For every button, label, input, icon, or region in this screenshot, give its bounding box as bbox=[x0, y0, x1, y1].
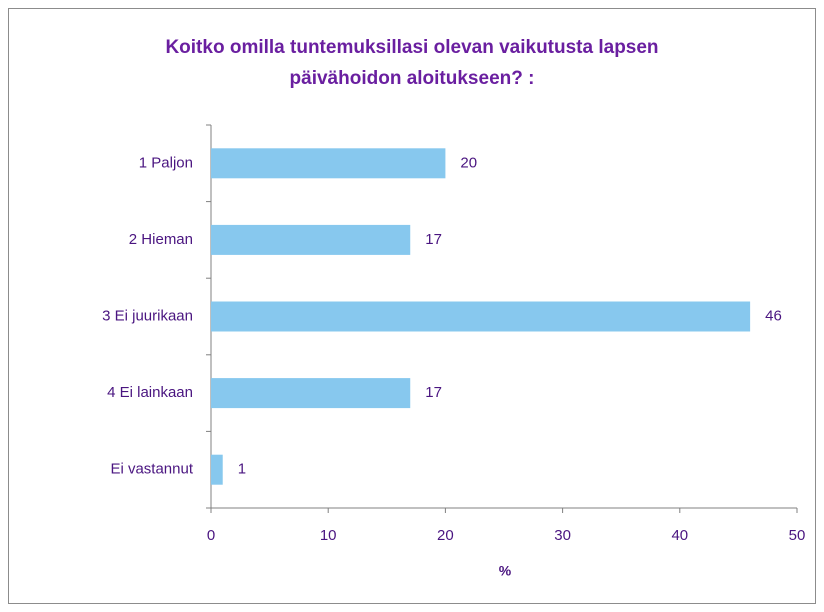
x-tick-label: 30 bbox=[554, 527, 571, 544]
y-tick-label: 3 Ei juurikaan bbox=[102, 307, 193, 324]
y-tick-label: 1 Paljon bbox=[139, 154, 193, 171]
x-tick-label: 40 bbox=[671, 527, 688, 544]
x-tick-label: 50 bbox=[789, 527, 806, 544]
bar bbox=[211, 301, 751, 332]
bar bbox=[211, 224, 411, 255]
bar bbox=[211, 454, 223, 485]
x-tick-label: 10 bbox=[320, 527, 337, 544]
y-tick-label: 4 Ei lainkaan bbox=[107, 384, 193, 401]
bar bbox=[211, 148, 446, 179]
x-axis-label: % bbox=[499, 563, 512, 579]
data-label: 17 bbox=[425, 231, 442, 248]
chart-title: Koitko omilla tuntemuksillasi olevan vai… bbox=[165, 37, 658, 58]
data-label: 1 bbox=[238, 461, 246, 478]
x-tick-label: 0 bbox=[207, 527, 215, 544]
chart-title: päivähoidon aloitukseen? : bbox=[290, 68, 535, 89]
y-tick-label: Ei vastannut bbox=[110, 461, 193, 478]
bar bbox=[211, 378, 411, 409]
x-tick-label: 20 bbox=[437, 527, 454, 544]
data-label: 46 bbox=[765, 307, 782, 324]
data-label: 17 bbox=[425, 384, 442, 401]
data-label: 20 bbox=[460, 154, 477, 171]
y-tick-label: 2 Hieman bbox=[129, 231, 193, 248]
